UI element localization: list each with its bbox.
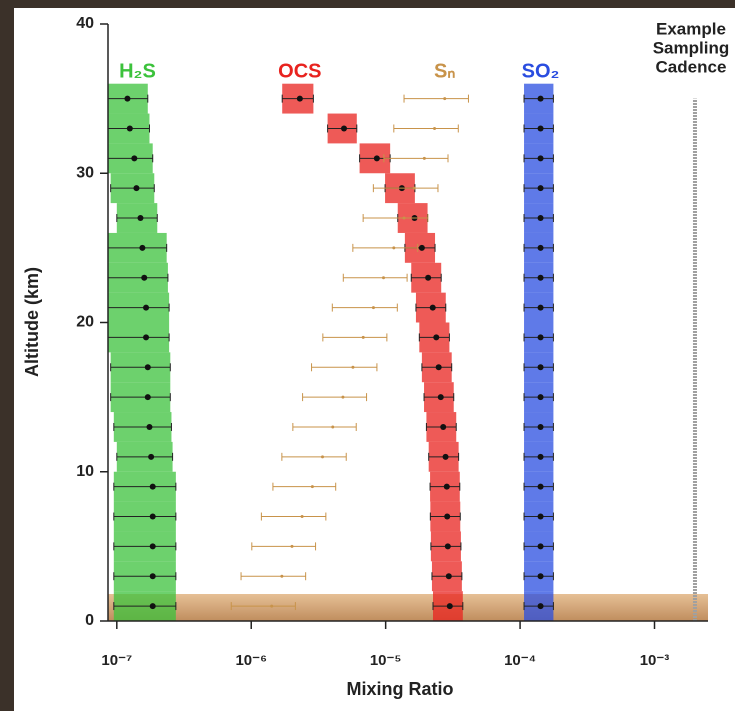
data-point xyxy=(372,306,375,309)
data-point xyxy=(538,215,544,221)
data-point xyxy=(321,455,324,458)
series-label: OCS xyxy=(278,60,321,82)
data-point xyxy=(538,424,544,430)
data-point xyxy=(430,305,436,311)
data-point xyxy=(270,605,273,608)
data-point xyxy=(139,245,145,251)
series-label: SO₂ xyxy=(522,60,560,82)
x-tick-label: 10⁻⁶ xyxy=(235,652,267,669)
x-tick-label: 10⁻³ xyxy=(640,652,670,669)
data-point xyxy=(413,187,416,190)
y-tick-label: 0 xyxy=(85,612,94,629)
surface-band xyxy=(108,594,708,624)
data-point xyxy=(351,366,354,369)
data-point xyxy=(538,155,544,161)
data-point xyxy=(133,185,139,191)
data-point xyxy=(538,125,544,131)
data-point xyxy=(150,603,156,609)
data-point xyxy=(447,603,453,609)
data-point xyxy=(423,157,426,160)
data-point xyxy=(433,334,439,340)
data-point xyxy=(538,305,544,311)
y-tick-label: 10 xyxy=(76,463,94,480)
data-point xyxy=(143,305,149,311)
data-point xyxy=(374,155,380,161)
page: Altitude (km) Mixing Ratio ExampleSampli… xyxy=(0,0,735,711)
data-point xyxy=(146,424,152,430)
data-point xyxy=(137,215,143,221)
cadence-label: Cadence xyxy=(656,57,727,76)
data-point xyxy=(538,334,544,340)
data-point xyxy=(311,485,314,488)
data-point xyxy=(538,514,544,520)
data-point xyxy=(341,396,344,399)
data-point xyxy=(331,425,334,428)
data-point xyxy=(362,336,365,339)
data-point xyxy=(538,603,544,609)
data-point xyxy=(538,454,544,460)
data-point xyxy=(538,185,544,191)
data-point xyxy=(150,573,156,579)
data-point xyxy=(145,364,151,370)
data-point xyxy=(141,275,147,281)
data-point xyxy=(131,155,137,161)
y-tick-label: 40 xyxy=(76,15,94,32)
x-tick-label: 10⁻⁵ xyxy=(370,652,402,669)
data-point xyxy=(538,275,544,281)
data-point xyxy=(443,97,446,100)
x-axis-label: Mixing Ratio xyxy=(347,679,454,699)
data-point xyxy=(297,96,303,102)
data-point xyxy=(438,394,444,400)
data-point xyxy=(538,96,544,102)
data-point xyxy=(150,514,156,520)
data-point xyxy=(538,245,544,251)
data-point xyxy=(538,364,544,370)
series-label: H₂S xyxy=(119,60,156,82)
data-point xyxy=(440,424,446,430)
x-tick-label: 10⁻⁴ xyxy=(504,652,536,669)
data-point xyxy=(433,127,436,130)
data-point xyxy=(382,276,385,279)
y-axis-label: Altitude (km) xyxy=(22,267,42,377)
y-tick-label: 20 xyxy=(76,314,94,331)
data-point xyxy=(150,543,156,549)
data-point xyxy=(425,275,431,281)
data-point xyxy=(290,545,293,548)
data-point xyxy=(143,334,149,340)
data-point xyxy=(436,364,442,370)
data-point xyxy=(145,394,151,400)
series xyxy=(524,84,553,621)
data-point xyxy=(148,454,154,460)
data-point xyxy=(538,543,544,549)
cadence-label: Sampling xyxy=(653,38,730,57)
data-point xyxy=(538,484,544,490)
data-point xyxy=(444,484,450,490)
data-point xyxy=(341,125,347,131)
data-point xyxy=(445,543,451,549)
data-point xyxy=(127,125,133,131)
data-point xyxy=(443,454,449,460)
data-point xyxy=(444,514,450,520)
data-point xyxy=(124,96,130,102)
data-point xyxy=(419,245,425,251)
data-point xyxy=(150,484,156,490)
data-point xyxy=(392,246,395,249)
data-point xyxy=(538,394,544,400)
data-point xyxy=(301,515,304,518)
data-point xyxy=(280,575,283,578)
series-label: Sₙ xyxy=(434,60,455,82)
data-point xyxy=(403,217,406,220)
data-point xyxy=(538,573,544,579)
x-tick-label: 10⁻⁷ xyxy=(101,652,132,669)
chart: Altitude (km) Mixing Ratio ExampleSampli… xyxy=(0,0,735,711)
cadence-label: Example xyxy=(656,19,726,38)
data-point xyxy=(446,573,452,579)
y-tick-label: 30 xyxy=(76,164,94,181)
